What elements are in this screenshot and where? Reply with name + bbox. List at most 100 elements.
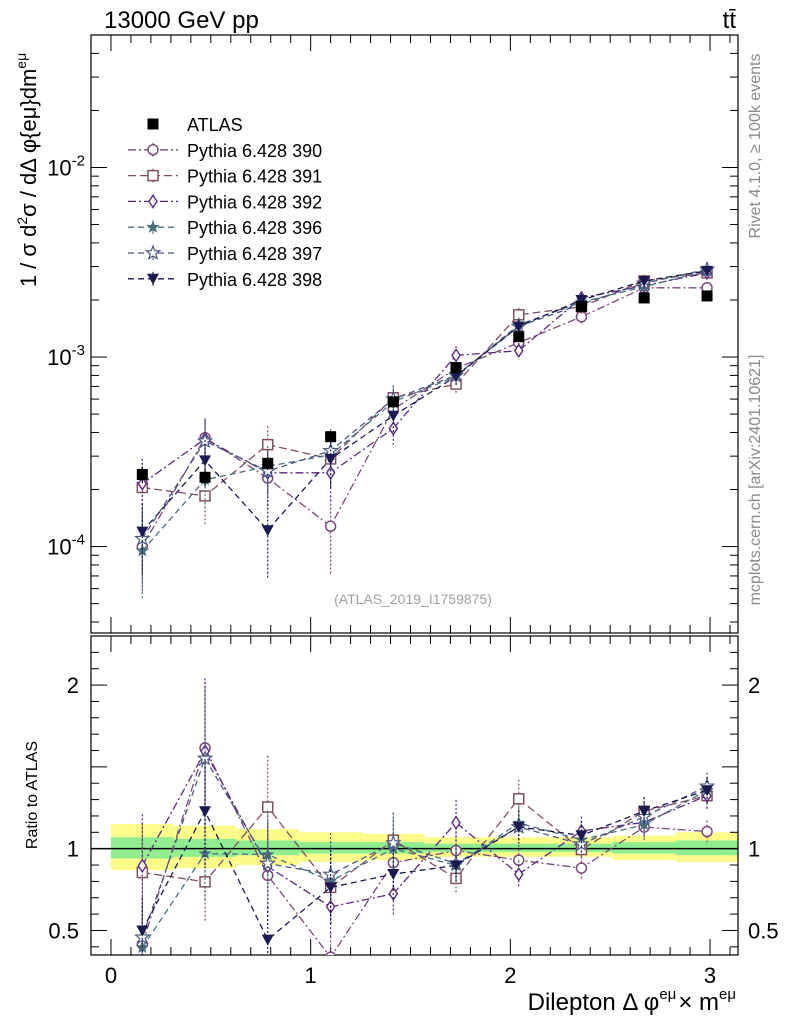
ratio-point xyxy=(325,951,336,955)
ratio-point xyxy=(386,841,400,855)
legend-entry: Pythia 6.428 390 xyxy=(128,141,322,161)
legend-label: Pythia 6.428 391 xyxy=(187,167,322,187)
y-tick-label: 10-4 xyxy=(47,532,85,560)
x-tick-label: 3 xyxy=(704,963,716,988)
ratio-series-line xyxy=(141,789,708,941)
ratio-point xyxy=(261,934,274,946)
data-point xyxy=(450,371,463,383)
legend-label: Pythia 6.428 398 xyxy=(187,270,322,290)
header-right-label: tt̄ xyxy=(723,7,737,34)
ratio-point xyxy=(137,858,148,873)
ratio-point xyxy=(512,854,525,866)
data-point xyxy=(261,438,274,451)
legend-label: Pythia 6.428 390 xyxy=(187,141,322,161)
legend-entry: Pythia 6.428 391 xyxy=(128,167,322,187)
ratio-band-green xyxy=(487,843,551,852)
data-point xyxy=(199,455,212,467)
series-line xyxy=(141,287,707,547)
legend-marker xyxy=(147,118,159,130)
ratio-point xyxy=(259,854,277,871)
series-line xyxy=(142,272,708,497)
data-point xyxy=(388,421,399,436)
data-point xyxy=(324,520,337,533)
data-point xyxy=(701,290,713,302)
legend-entry: Pythia 6.428 398 xyxy=(128,270,322,290)
ratio-series-line xyxy=(141,750,708,908)
data-point xyxy=(136,526,149,538)
data-point xyxy=(451,348,461,363)
ratio-tick-label-right: 2 xyxy=(748,673,760,698)
ratio-point xyxy=(323,873,338,887)
ratio-tick-label: 2 xyxy=(67,673,79,698)
ratio-series-line xyxy=(141,756,708,938)
ratio-point xyxy=(575,830,588,842)
ratio-point xyxy=(451,815,461,830)
data-point xyxy=(638,292,650,304)
ratio-series-group xyxy=(134,678,716,955)
data-point xyxy=(262,457,274,469)
y-tick-label: 10-2 xyxy=(47,152,85,180)
ratio-band-green xyxy=(675,840,738,856)
legend-label: ATLAS xyxy=(187,115,243,135)
ratio-panel-frame xyxy=(90,635,739,956)
ratio-point xyxy=(638,806,651,818)
legend-marker xyxy=(147,273,159,285)
ratio-point xyxy=(196,749,214,766)
ratio-point xyxy=(575,862,588,874)
x-axis-label: Dilepton Δ φeμ× meμ xyxy=(528,986,736,1016)
analysis-id-label: (ATLAS_2019_I1759875) xyxy=(334,591,492,607)
y-tick-label: 10-3 xyxy=(47,342,85,370)
ratio-point xyxy=(322,865,339,882)
x-tick-label: 0 xyxy=(105,963,117,988)
data-point xyxy=(325,431,337,443)
data-point xyxy=(701,265,714,277)
data-point xyxy=(638,275,651,287)
data-point xyxy=(513,331,525,343)
main-y-axis-label: 1 / σ d2σ / dΔ φ{eμ}dmeμ xyxy=(13,53,41,287)
legend-marker xyxy=(146,220,160,233)
x-tick-label: 1 xyxy=(305,963,317,988)
ratio-band-green xyxy=(612,842,676,854)
data-point xyxy=(324,453,337,465)
legend-entry: Pythia 6.428 397 xyxy=(128,244,322,264)
legend-marker xyxy=(147,169,159,182)
ratio-point xyxy=(701,785,714,797)
ratio-point xyxy=(134,928,151,945)
ratio-tick-label: 1 xyxy=(67,837,79,862)
series-line xyxy=(141,268,708,540)
data-point xyxy=(325,465,336,481)
ratio-tick-label-right: 1 xyxy=(748,837,760,862)
legend-entry: ATLAS xyxy=(147,115,243,135)
legend-entry: Pythia 6.428 392 xyxy=(128,192,322,212)
legend-entry: Pythia 6.428 396 xyxy=(128,218,322,238)
legend-label: Pythia 6.428 396 xyxy=(187,218,322,238)
ratio-point xyxy=(512,793,525,805)
data-point xyxy=(387,396,399,408)
ratio-point xyxy=(387,869,400,881)
data-point xyxy=(575,294,588,306)
rivet-version-label: Rivet 4.1.0, ≥ 100k events xyxy=(747,54,764,239)
ratio-series-line xyxy=(142,795,708,889)
ratio-y-axis-label: Ratio to ATLAS xyxy=(24,741,41,849)
data-point xyxy=(137,476,148,491)
legend-label: Pythia 6.428 392 xyxy=(187,192,322,212)
ratio-series-line xyxy=(141,789,708,948)
legend-marker xyxy=(148,194,158,209)
data-point xyxy=(261,525,274,537)
legend-marker xyxy=(147,144,159,156)
ratio-point xyxy=(450,860,463,872)
data-point xyxy=(199,471,211,483)
ratio-band-green xyxy=(299,842,362,854)
series-line xyxy=(141,270,708,533)
ratio-point xyxy=(701,825,713,838)
ratio-point xyxy=(385,834,402,851)
data-point xyxy=(136,469,148,481)
main-panel-frame xyxy=(90,34,739,634)
legend: ATLAS Pythia 6.428 390 Pythia 6.428 391 Pyt… xyxy=(128,115,322,290)
header-left-label: 13000 GeV pp xyxy=(104,7,259,34)
ratio-point xyxy=(199,806,212,818)
legend-label: Pythia 6.428 397 xyxy=(187,244,322,264)
ratio-tick-label-right: 0.5 xyxy=(748,918,779,943)
